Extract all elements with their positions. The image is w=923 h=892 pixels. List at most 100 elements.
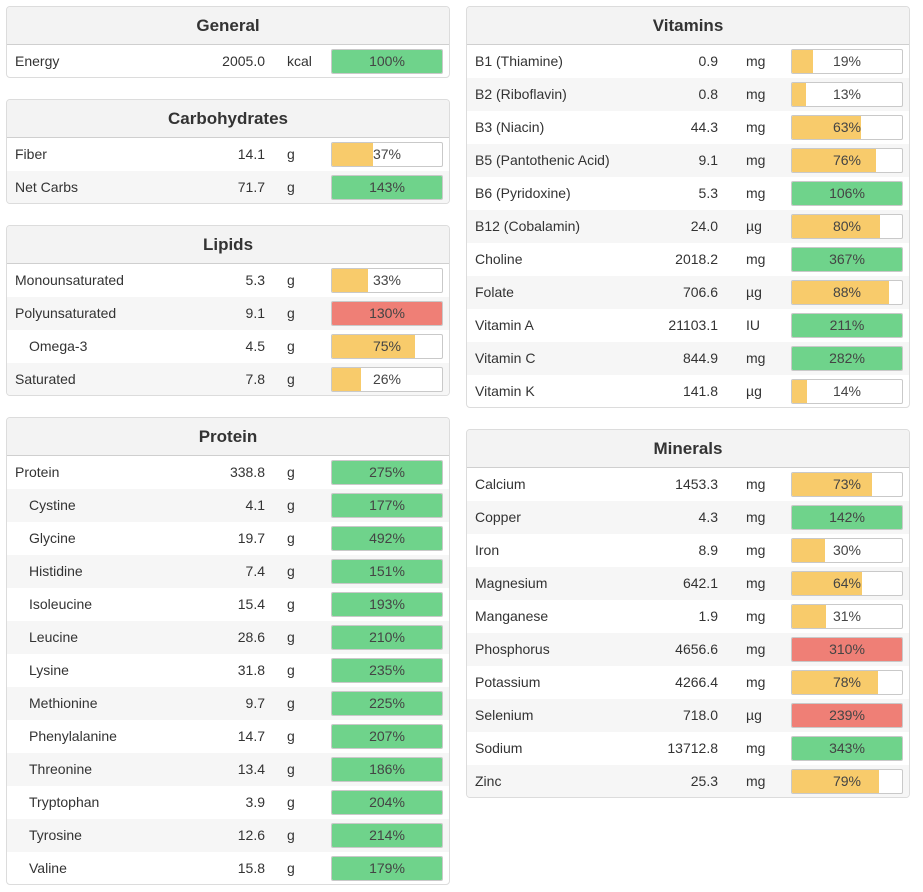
nutrient-amount: 9.1 [245,305,265,321]
nutrient-row: Phenylalanine 14.7 g 207% [7,720,449,753]
progress-bar: 100% [331,49,443,74]
nutrient-name: Methionine [29,695,98,711]
progress-percent: 106% [829,185,865,201]
progress-bar-fill [792,572,863,595]
progress-percent: 142% [829,509,865,525]
nutrient-name: Folate [475,284,514,300]
progress-bar: 37% [331,142,443,167]
progress-bar: 492% [331,526,443,551]
nutrient-amount: 1.9 [698,608,718,624]
progress-percent: 275% [369,464,405,480]
nutrient-row: B6 (Pyridoxine) 5.3 mg 106% [467,177,909,210]
nutrient-unit: mg [746,86,766,102]
nutrient-unit: mg [746,119,766,135]
nutrient-name: Phosphorus [475,641,550,657]
nutrient-amount: 9.1 [698,152,718,168]
nutrient-unit: g [287,305,295,321]
nutrient-unit: mg [746,740,766,756]
nutrient-row: Glycine 19.7 g 492% [7,522,449,555]
progress-percent: 13% [832,86,862,102]
nutrient-row: Vitamin K 141.8 µg 14% [467,375,909,407]
nutrient-amount: 14.1 [237,146,265,162]
nutrient-amount: 5.3 [698,185,718,201]
nutrient-row: B12 (Cobalamin) 24.0 µg 80% [467,210,909,243]
progress-percent: 207% [369,728,405,744]
progress-percent: 14% [832,383,862,399]
progress-percent: 492% [369,530,405,546]
nutrient-row: Fiber 14.1 g 37% [7,138,449,171]
progress-percent: 193% [369,596,405,612]
progress-bar: 275% [331,460,443,485]
nutrient-unit: mg [746,641,766,657]
progress-bar-fill [332,368,361,391]
panel-general: General Energy 2005.0 kcal 100% [6,6,450,78]
nutrient-row: B1 (Thiamine) 0.9 mg 19% [467,45,909,78]
nutrient-amount: 1453.3 [675,476,718,492]
panel-title-protein: Protein [7,418,449,456]
progress-bar-fill [792,770,879,793]
nutrient-amount: 141.8 [682,383,718,399]
nutrient-unit: g [287,761,295,777]
progress-bar: 64% [791,571,903,596]
progress-bar-fill [792,347,902,370]
nutrient-name: B1 (Thiamine) [475,53,563,69]
nutrient-name: Vitamin K [475,383,535,399]
progress-percent: 33% [372,272,402,288]
nutrient-name: Vitamin A [475,317,534,333]
panel-minerals: Minerals Calcium 1453.3 mg 73% Copper 4.3 mg 14… [466,429,910,798]
progress-bar: 142% [791,505,903,530]
nutrient-amount: 718.0 [682,707,718,723]
progress-bar: 63% [791,115,903,140]
nutrient-row: Magnesium 642.1 mg 64% [467,567,909,600]
progress-bar: 31% [791,604,903,629]
progress-bar-fill [332,824,442,847]
nutrient-name: Saturated [15,371,76,387]
nutrient-name: Cystine [29,497,76,513]
nutrient-unit: mg [746,53,766,69]
nutrient-row: Leucine 28.6 g 210% [7,621,449,654]
nutrient-unit: g [287,563,295,579]
progress-bar-fill [332,791,442,814]
nutrient-amount: 28.6 [237,629,265,645]
progress-percent: 177% [369,497,405,513]
nutrient-amount: 15.8 [237,860,265,876]
nutrient-name: Zinc [475,773,502,789]
nutrient-unit: g [287,629,295,645]
progress-bar-fill [332,593,442,616]
nutrient-unit: mg [746,542,766,558]
progress-percent: 76% [832,152,862,168]
progress-percent: 210% [369,629,405,645]
nutrient-unit: g [287,179,295,195]
progress-bar-fill [332,176,442,199]
progress-bar: 210% [331,625,443,650]
nutrient-name: Histidine [29,563,83,579]
progress-percent: 31% [832,608,862,624]
progress-percent: 63% [832,119,862,135]
nutrient-unit: mg [746,251,766,267]
nutrient-row: Monounsaturated 5.3 g 33% [7,264,449,297]
progress-bar-fill [792,380,808,403]
nutrient-row: Calcium 1453.3 mg 73% [467,468,909,501]
nutrient-unit: mg [746,509,766,525]
nutrient-name: Fiber [15,146,47,162]
nutrient-row: Net Carbs 71.7 g 143% [7,171,449,203]
nutrient-row: Zinc 25.3 mg 79% [467,765,909,797]
nutrient-row: Saturated 7.8 g 26% [7,363,449,395]
nutrient-unit: mg [746,575,766,591]
nutrient-amount: 4.5 [245,338,265,354]
nutrient-name: Tryptophan [29,794,100,810]
progress-percent: 79% [832,773,862,789]
nutrient-amount: 9.7 [245,695,265,711]
progress-bar-fill [792,116,862,139]
nutrient-unit: g [287,530,295,546]
nutrient-row: Omega-3 4.5 g 75% [7,330,449,363]
progress-percent: 211% [829,317,865,333]
nutrient-name: Leucine [29,629,79,645]
nutrient-amount: 706.6 [682,284,718,300]
progress-bar-fill [332,692,442,715]
progress-percent: 64% [832,575,862,591]
progress-bar-fill [792,83,807,106]
progress-bar-fill [792,182,902,205]
nutrient-row: Protein 338.8 g 275% [7,456,449,489]
progress-bar: 193% [331,592,443,617]
